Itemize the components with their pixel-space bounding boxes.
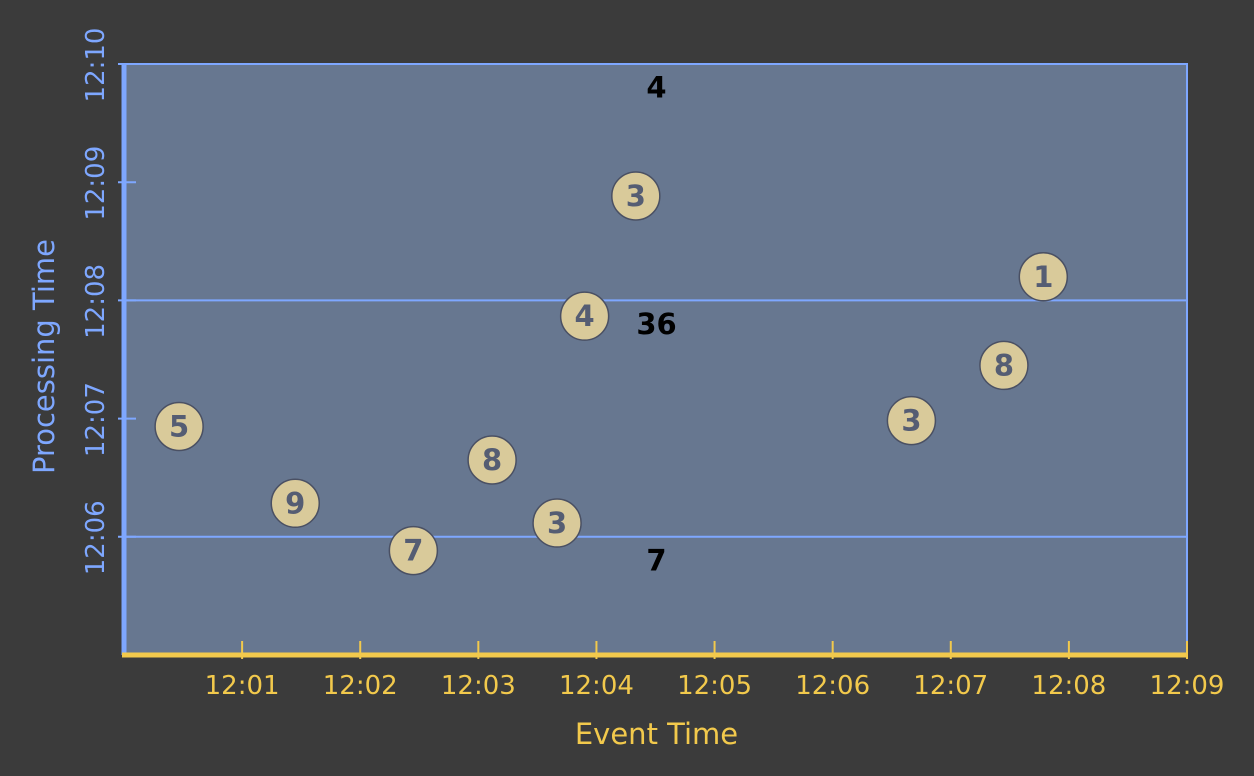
- data-point-label: 4: [575, 299, 595, 333]
- x-tick-label: 12:07: [913, 671, 988, 701]
- data-point-marker: [154, 401, 204, 452]
- data-point-marker: [532, 498, 582, 548]
- x-tick-label: 12:01: [205, 671, 280, 701]
- y-axis-title: Processing Time: [27, 239, 61, 474]
- data-point: 7: [388, 525, 439, 576]
- data-point-label: 8: [482, 443, 502, 477]
- window-result-label: 7: [646, 543, 666, 577]
- data-point: 5: [154, 401, 204, 452]
- data-point-label: 3: [626, 179, 646, 213]
- data-point-label: 1: [1033, 260, 1053, 294]
- data-point-label: 9: [285, 486, 305, 520]
- data-point-label: 5: [169, 409, 189, 443]
- data-point: 8: [979, 340, 1029, 391]
- data-point: 3: [532, 498, 582, 548]
- x-tick-label: 12:08: [1031, 671, 1106, 701]
- data-point: 3: [611, 171, 661, 221]
- window-result-label: 4: [646, 71, 666, 105]
- x-tick-label: 12:09: [1150, 671, 1225, 701]
- data-point-marker: [388, 525, 439, 576]
- x-axis-ticks: 12:01 12:02 12:03 12:04 12:05 12:06 12:07 12:08…: [205, 641, 1225, 701]
- data-point: 4: [559, 291, 610, 341]
- data-point-label: 3: [547, 506, 567, 540]
- data-point-label: 3: [901, 404, 921, 438]
- y-tick-label: 12:07: [81, 382, 111, 457]
- data-point-marker: [611, 171, 661, 221]
- data-point-marker: [270, 478, 321, 529]
- data-point-label: 7: [403, 534, 423, 568]
- window-results: 7 36 4: [636, 71, 676, 578]
- data-point: 3: [886, 395, 937, 446]
- data-points: 5 9 7 8 3 4 3 3 8 1: [154, 171, 1069, 576]
- x-axis-title: Event Time: [575, 717, 738, 751]
- window-result-label: 36: [636, 307, 676, 341]
- data-point-marker: [979, 340, 1029, 391]
- data-point-marker: [467, 435, 517, 485]
- y-tick-label: 12:10: [81, 28, 111, 103]
- data-point: 8: [467, 435, 517, 485]
- y-tick-label: 12:06: [81, 500, 111, 575]
- x-tick-label: 12:02: [323, 671, 398, 701]
- x-tick-label: 12:04: [559, 671, 634, 701]
- data-point-marker: [1018, 252, 1069, 302]
- x-tick-label: 12:05: [677, 671, 752, 701]
- data-point-marker: [559, 291, 610, 341]
- data-point-marker: [886, 395, 937, 446]
- y-axis-ticks: 12:06 12:07 12:08 12:09 12:10: [81, 28, 136, 575]
- data-point: 9: [270, 478, 321, 529]
- x-tick-label: 12:03: [441, 671, 516, 701]
- x-tick-label: 12:06: [795, 671, 870, 701]
- data-point-label: 8: [994, 348, 1014, 382]
- y-tick-label: 12:09: [81, 146, 111, 221]
- data-point: 1: [1018, 252, 1069, 302]
- y-tick-label: 12:08: [81, 264, 111, 339]
- window-boundaries: [124, 299, 1187, 538]
